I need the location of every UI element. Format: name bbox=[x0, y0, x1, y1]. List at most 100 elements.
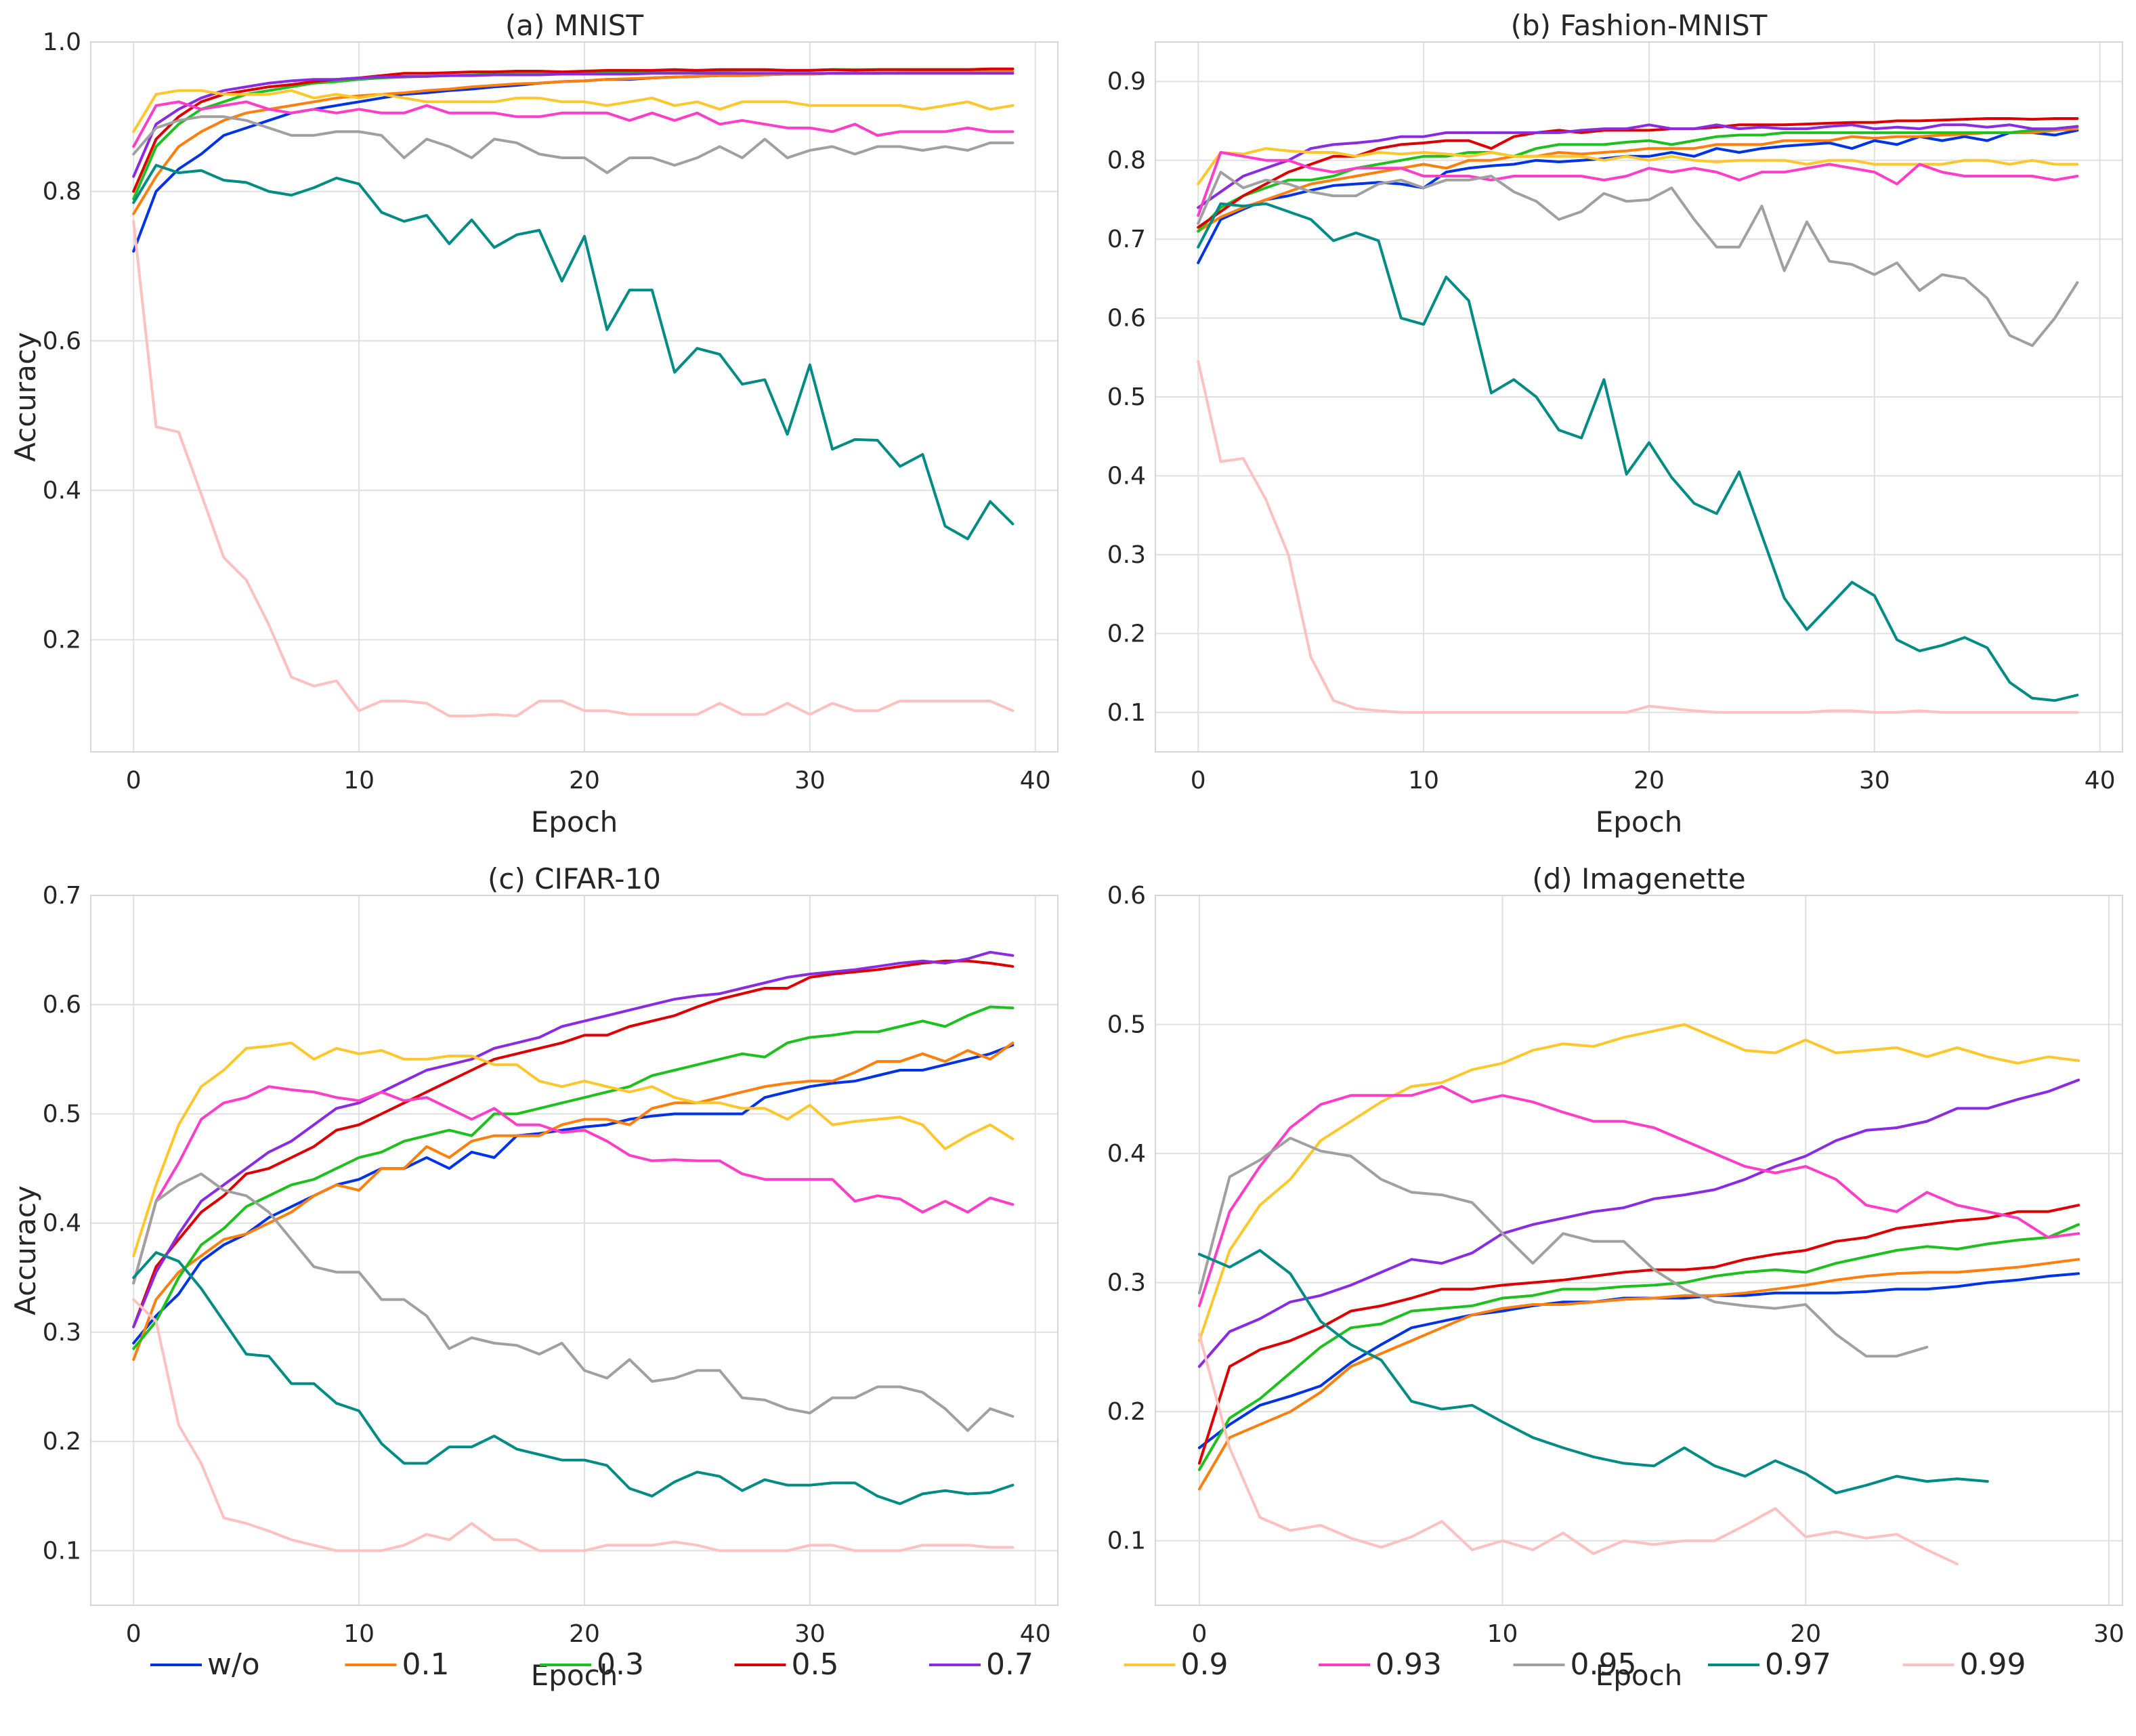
x-tick-label: 20 bbox=[1633, 767, 1665, 795]
chart-panel-4: 0 10 20 30 0.1 0.2 0.3 0.4 0.5 0.6 (d) Imagenette E… bbox=[1107, 862, 2124, 1692]
series-line-0.3 bbox=[1197, 1223, 2080, 1471]
series-line-0.95 bbox=[132, 115, 1014, 175]
x-tick-label: 10 bbox=[343, 767, 375, 795]
legend-item: w/o bbox=[150, 1647, 260, 1682]
series-line-0.5 bbox=[132, 67, 1014, 193]
series-line-0.5 bbox=[132, 959, 1014, 1328]
y-tick-label: 0.3 bbox=[1107, 541, 1146, 569]
legend-item: 0.95 bbox=[1513, 1647, 1637, 1682]
series-line-0.9 bbox=[1197, 1023, 2080, 1342]
legend: w/o 0.1 0.3 0.5 0.7 0.9 0.93 0.95 0.97 0.99 bbox=[150, 1647, 2026, 1682]
legend-item: 0.7 bbox=[929, 1647, 1033, 1682]
x-tick-label: 0 bbox=[1191, 767, 1206, 795]
x-tick-label: 40 bbox=[1020, 1620, 1051, 1648]
series-line-0.99 bbox=[132, 1298, 1014, 1552]
series-line-0.5 bbox=[1197, 1204, 2080, 1465]
y-tick-label: 0.5 bbox=[1107, 1011, 1146, 1039]
x-tick-label: 10 bbox=[343, 1620, 375, 1648]
y-axis-label: Accuracy bbox=[9, 332, 42, 462]
y-tick-label: 0.6 bbox=[1107, 305, 1146, 333]
y-tick-label: 0.5 bbox=[43, 1100, 81, 1128]
x-tick-label: 30 bbox=[794, 767, 826, 795]
y-tick-label: 0.3 bbox=[43, 1319, 81, 1347]
x-tick-label: 20 bbox=[1790, 1620, 1821, 1648]
legend-item: 0.5 bbox=[734, 1647, 839, 1682]
y-tick-label: 0.6 bbox=[1107, 882, 1146, 910]
x-tick-label: 0 bbox=[126, 767, 142, 795]
chart-panel-3: 0 10 20 30 40 0.1 0.2 0.3 0.4 0.5 0.6 0.7 (c) CIFAR-… bbox=[9, 862, 1059, 1692]
x-tick-label: 30 bbox=[2093, 1620, 2124, 1648]
legend-item: 0.99 bbox=[1902, 1647, 2026, 1682]
legend-label: 0.95 bbox=[1571, 1647, 1637, 1682]
series-line-0.7 bbox=[1197, 123, 2079, 209]
y-tick-label: 0.3 bbox=[1107, 1269, 1146, 1297]
series-line-w/o bbox=[132, 1043, 1014, 1345]
series-line-0.9 bbox=[132, 89, 1014, 133]
y-axis-label: Accuracy bbox=[9, 1185, 42, 1315]
x-tick-label: 20 bbox=[569, 767, 600, 795]
series-line-0.95 bbox=[132, 1172, 1014, 1432]
y-tick-label: 0.8 bbox=[1107, 147, 1146, 175]
chart-title: (b) Fashion-MNIST bbox=[1511, 9, 1768, 42]
plot-frame bbox=[1155, 41, 2123, 753]
series-line-0.95 bbox=[1197, 171, 2079, 347]
series-line-0.7 bbox=[132, 72, 1014, 178]
series-line-0.97 bbox=[132, 1251, 1014, 1506]
series-line-0.3 bbox=[132, 1005, 1014, 1351]
y-tick-label: 0.6 bbox=[43, 327, 81, 355]
series-line-0.95 bbox=[1197, 1137, 1929, 1358]
series-group bbox=[132, 950, 1014, 1552]
series-line-0.3 bbox=[1197, 125, 2079, 233]
series-group bbox=[1197, 117, 2079, 714]
y-tick-label: 0.6 bbox=[43, 991, 81, 1019]
series-line-0.99 bbox=[132, 219, 1014, 717]
series-line-0.97 bbox=[1197, 202, 2079, 702]
plot-frame bbox=[90, 41, 1059, 753]
y-tick-label: 0.1 bbox=[1107, 699, 1146, 727]
series-line-0.5 bbox=[1197, 117, 2079, 229]
y-tick-label: 0.4 bbox=[43, 1210, 81, 1237]
legend-item: 0.9 bbox=[1124, 1647, 1228, 1682]
chart-title: (c) CIFAR-10 bbox=[488, 862, 661, 895]
legend-label: 0.97 bbox=[1765, 1647, 1831, 1682]
series-line-0.99 bbox=[1197, 360, 2079, 714]
x-tick-label: 40 bbox=[2085, 767, 2116, 795]
series-group bbox=[1197, 1023, 2080, 1565]
x-tick-label: 20 bbox=[569, 1620, 600, 1648]
chart-panel-1: 0 10 20 30 40 0.2 0.4 0.6 0.8 1.0 (a) MNIST Epoch Ac… bbox=[9, 9, 1059, 839]
series-line-0.1 bbox=[1197, 1258, 2080, 1491]
legend-label: 0.5 bbox=[792, 1647, 839, 1682]
y-tick-label: 0.4 bbox=[1107, 1140, 1146, 1168]
legend-label: 0.1 bbox=[402, 1647, 450, 1682]
series-line-0.7 bbox=[132, 950, 1014, 1328]
plot-frame bbox=[90, 895, 1059, 1606]
legend-item: 0.97 bbox=[1708, 1647, 1831, 1682]
y-tick-label: 0.9 bbox=[1107, 68, 1146, 96]
x-tick-label: 0 bbox=[1191, 1620, 1207, 1648]
y-tick-label: 0.2 bbox=[1107, 620, 1146, 648]
chart-panel-2: 0 10 20 30 40 0.1 0.2 0.3 0.4 0.5 0.6 0.7 0.8 0.9 (b) … bbox=[1107, 9, 2123, 839]
chart-title: (a) MNIST bbox=[505, 9, 644, 42]
legend-label: 0.3 bbox=[597, 1647, 644, 1682]
series-line-0.93 bbox=[1197, 1085, 2080, 1307]
series-line-0.93 bbox=[132, 100, 1014, 148]
plot-frame bbox=[1155, 895, 2123, 1606]
legend-label: 0.93 bbox=[1375, 1647, 1442, 1682]
x-axis-label: Epoch bbox=[1596, 1659, 1683, 1692]
y-tick-label: 0.7 bbox=[43, 882, 81, 910]
series-line-0.97 bbox=[1197, 1249, 1989, 1495]
series-line-0.1 bbox=[1197, 127, 2079, 233]
x-tick-label: 0 bbox=[126, 1620, 142, 1648]
legend-label: 0.99 bbox=[1960, 1647, 2026, 1682]
y-tick-label: 0.2 bbox=[43, 1428, 81, 1456]
legend-item: 0.1 bbox=[345, 1647, 450, 1682]
series-line-0.97 bbox=[132, 164, 1014, 541]
y-tick-label: 0.1 bbox=[1107, 1527, 1146, 1555]
series-line-0.9 bbox=[132, 1041, 1014, 1258]
x-tick-label: 10 bbox=[1487, 1620, 1518, 1648]
legend-item: 0.3 bbox=[540, 1647, 644, 1682]
x-axis-label: Epoch bbox=[1596, 805, 1683, 839]
series-line-0.1 bbox=[132, 1041, 1014, 1361]
series-group bbox=[132, 67, 1014, 717]
x-tick-label: 10 bbox=[1408, 767, 1439, 795]
